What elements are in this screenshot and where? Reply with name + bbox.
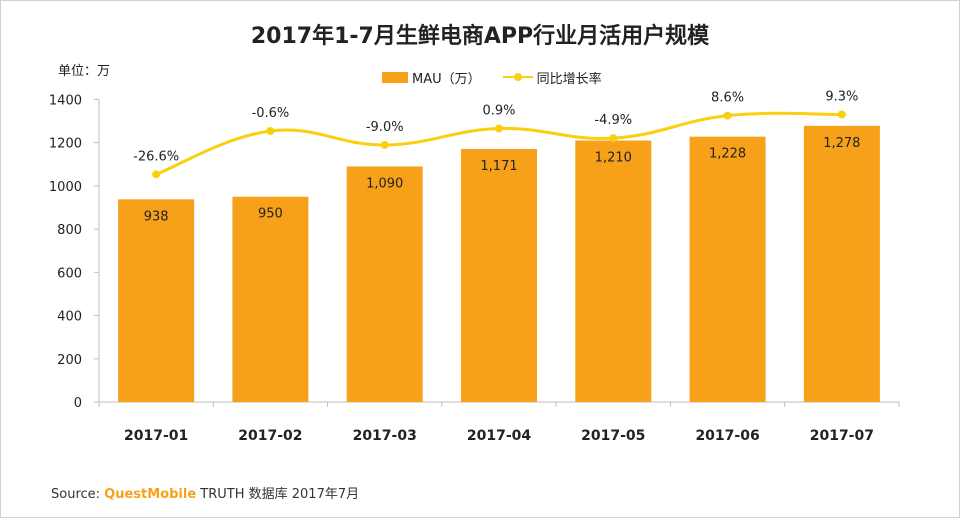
y-tick-label: 1200 [49, 137, 82, 152]
bar [346, 166, 423, 402]
y-tick-label: 400 [57, 310, 82, 325]
growth-rate-point [266, 127, 275, 135]
growth-rate-point [495, 124, 503, 133]
legend-line-label: 同比增长率 [536, 71, 602, 87]
y-tick-label: 0 [74, 396, 82, 411]
y-tick-label: 600 [57, 266, 82, 281]
growth-rate-label: 8.6% [711, 91, 744, 106]
bar-value-label: 938 [144, 209, 169, 224]
y-tick-label: 800 [57, 223, 82, 238]
x-tick-label: 2017-02 [238, 428, 302, 444]
x-tick-label: 2017-04 [467, 428, 532, 444]
source-rest: TRUTH 数据库 2017年7月 [200, 487, 360, 502]
bar [118, 199, 195, 402]
x-tick-label: 2017-05 [581, 428, 645, 444]
x-tick-label: 2017-01 [124, 428, 188, 444]
growth-rate-label: -4.9% [594, 113, 632, 128]
x-tick-label: 2017-06 [695, 428, 759, 444]
unit-label: 单位：万 [58, 64, 111, 79]
y-tick-label: 1400 [49, 94, 82, 109]
source-note: Source: QuestMobile TRUTH 数据库 2017年7月 [51, 483, 359, 502]
bar [689, 136, 766, 402]
bar [575, 140, 652, 402]
chart-title: 2017年1-7月生鲜电商APP行业月活用户规模 [250, 24, 710, 49]
growth-rate-point [380, 141, 389, 149]
growth-rate-point [609, 134, 618, 143]
source-prefix: Source: [51, 487, 101, 502]
legend-line-swatch [502, 71, 533, 83]
growth-rate-label: -26.6% [133, 149, 179, 164]
source-brand: QuestMobile [104, 487, 197, 502]
legend-bar-swatch [382, 71, 408, 83]
bar [461, 148, 537, 402]
y-tick-label: 200 [57, 353, 82, 368]
y-tick-label: 1000 [49, 180, 82, 195]
growth-rate-label: 9.3% [825, 90, 858, 105]
growth-rate-label: -0.6% [252, 106, 290, 121]
growth-rate-label: -9.0% [366, 120, 404, 135]
bar-value-label: 1,210 [595, 151, 632, 166]
legend: MAU（万） 同比增长率 [382, 67, 602, 87]
bar-value-label: 1,228 [709, 147, 746, 162]
x-tick-label: 2017-03 [353, 428, 417, 444]
bar [232, 196, 309, 402]
x-tick-label: 2017-07 [810, 428, 874, 444]
growth-rate-point [152, 170, 161, 179]
bar-value-label: 1,090 [366, 176, 403, 191]
bar-value-label: 1,278 [823, 136, 860, 151]
legend-bar-label: MAU（万） [412, 71, 481, 87]
bar-value-label: 1,171 [480, 159, 517, 174]
growth-rate-label: 0.9% [482, 104, 515, 119]
bar [803, 125, 880, 402]
bar-value-label: 950 [258, 207, 283, 222]
growth-rate-point [837, 110, 846, 119]
growth-rate-point [723, 111, 732, 120]
